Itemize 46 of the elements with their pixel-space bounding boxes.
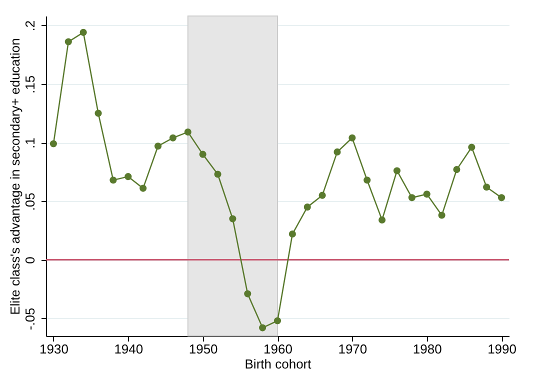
x-axis-title: Birth cohort <box>244 356 312 372</box>
point <box>50 140 58 148</box>
point <box>378 216 386 224</box>
point <box>423 190 430 198</box>
point <box>453 166 460 174</box>
y-tick-label: .1 <box>22 138 38 149</box>
point <box>124 173 132 180</box>
x-tick-label: 1950 <box>188 342 218 356</box>
x-tick-label: 1970 <box>338 342 368 356</box>
point <box>393 167 401 174</box>
y-tick-label: .05 <box>22 192 38 211</box>
x-tick-label: 1960 <box>264 342 292 356</box>
point <box>304 204 311 211</box>
point <box>408 194 416 202</box>
point <box>438 212 446 219</box>
x-tick-label: 1990 <box>488 342 516 356</box>
x-tick-label: 1980 <box>412 342 442 356</box>
point <box>80 28 87 36</box>
point <box>199 150 206 158</box>
point <box>64 38 72 46</box>
y-tick-label: .2 <box>22 20 38 32</box>
point <box>140 184 147 192</box>
point <box>229 215 236 222</box>
point <box>110 176 117 184</box>
point <box>348 134 356 142</box>
point <box>169 134 176 142</box>
y-tick-label: -.05 <box>22 308 38 330</box>
point <box>334 148 341 156</box>
point <box>214 170 222 178</box>
y-tick-label: 0 <box>22 256 38 264</box>
point <box>154 142 162 150</box>
point <box>288 230 296 238</box>
x-tick-label: 1940 <box>114 342 144 356</box>
point <box>468 144 476 151</box>
point <box>364 176 371 184</box>
point <box>274 317 282 324</box>
y-axis-title: Elite class's advantage in secondary+ education <box>8 38 22 315</box>
point <box>244 290 252 298</box>
point <box>498 194 506 202</box>
point <box>318 192 326 199</box>
y-tick-label: .15 <box>22 75 38 94</box>
point <box>483 184 490 191</box>
point <box>94 110 102 117</box>
x-tick-label: 1930 <box>40 342 68 356</box>
point <box>184 128 192 136</box>
point <box>259 324 266 332</box>
